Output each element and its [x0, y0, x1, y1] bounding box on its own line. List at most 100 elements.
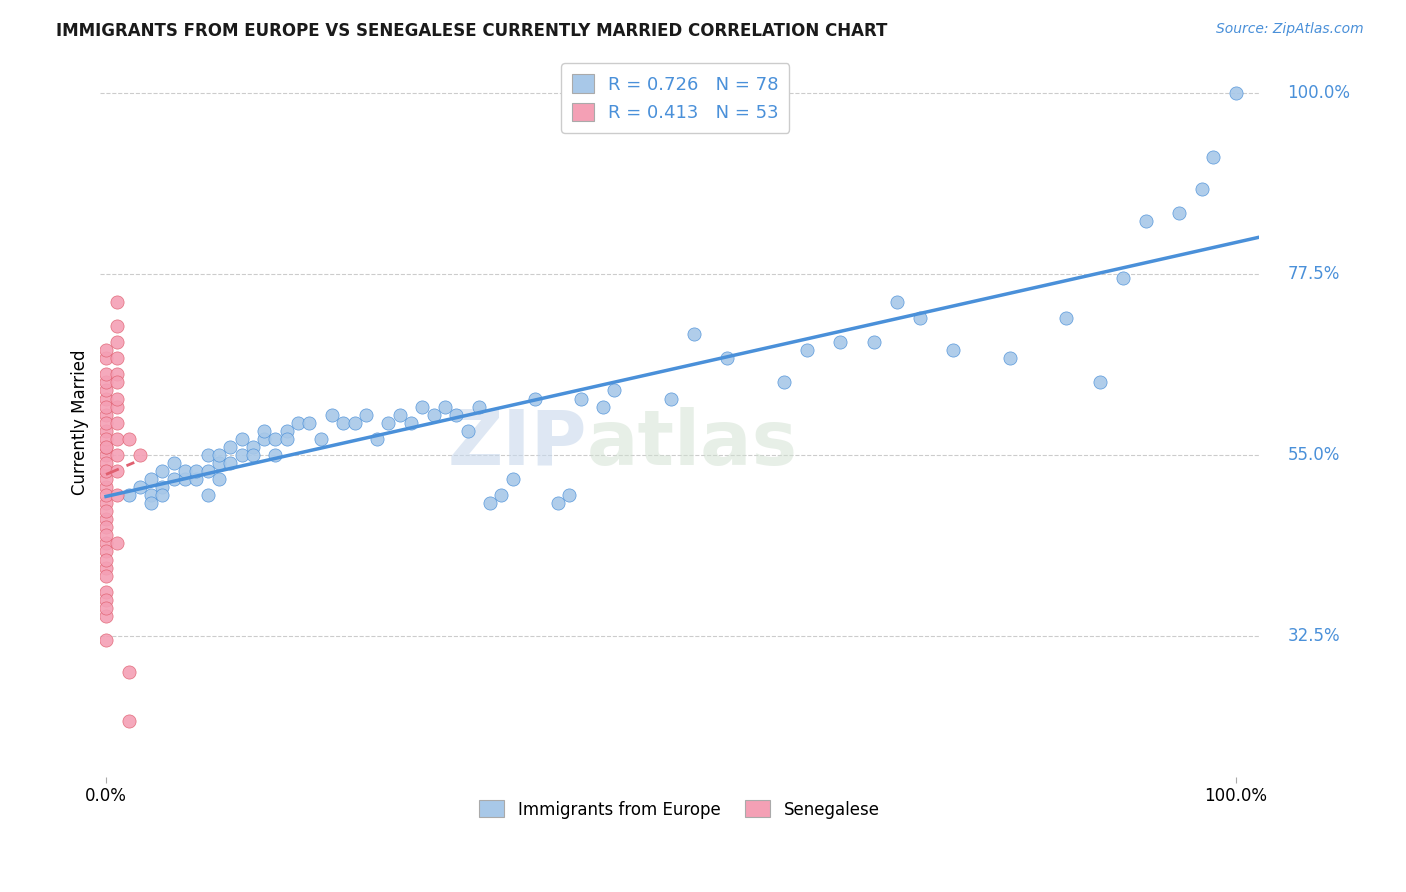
Point [141, 488, 163, 502]
Point [1225, 86, 1247, 100]
Point [231, 432, 253, 446]
Point [366, 432, 388, 446]
Text: 100.0%: 100.0% [1288, 84, 1351, 102]
Point [388, 408, 411, 422]
Point [796, 343, 818, 358]
Point [141, 496, 163, 510]
Point [569, 392, 592, 406]
Point [94, 488, 117, 502]
Point [208, 448, 231, 462]
Point [94, 351, 117, 366]
Point [94, 472, 117, 486]
Y-axis label: Currently Married: Currently Married [72, 350, 89, 495]
Point [863, 335, 886, 350]
Point [1191, 182, 1213, 196]
Point [998, 351, 1021, 366]
Point [94, 520, 117, 534]
Point [94, 424, 117, 438]
Point [174, 464, 197, 478]
Text: Source: ZipAtlas.com: Source: ZipAtlas.com [1216, 22, 1364, 37]
Text: IMMIGRANTS FROM EUROPE VS SENEGALESE CURRENTLY MARRIED CORRELATION CHART: IMMIGRANTS FROM EUROPE VS SENEGALESE CUR… [56, 22, 887, 40]
Point [152, 464, 174, 478]
Point [219, 440, 242, 454]
Point [105, 335, 128, 350]
Point [117, 665, 139, 680]
Point [1168, 206, 1191, 220]
Point [94, 536, 117, 550]
Point [253, 424, 276, 438]
Point [446, 408, 468, 422]
Point [479, 496, 502, 510]
Point [287, 416, 309, 430]
Point [1090, 376, 1112, 390]
Point [942, 343, 965, 358]
Point [94, 440, 117, 454]
Point [117, 432, 139, 446]
Point [197, 464, 219, 478]
Point [105, 464, 128, 478]
Point [94, 400, 117, 414]
Point [502, 472, 524, 486]
Point [1202, 150, 1225, 164]
Point [94, 376, 117, 390]
Point [94, 608, 117, 623]
Point [105, 368, 128, 382]
Point [242, 448, 264, 462]
Point [94, 464, 117, 478]
Point [105, 351, 128, 366]
Point [94, 456, 117, 470]
Point [208, 456, 231, 470]
Point [276, 432, 298, 446]
Point [716, 351, 738, 366]
Point [105, 295, 128, 310]
Point [659, 392, 682, 406]
Point [94, 512, 117, 526]
Point [886, 295, 908, 310]
Point [94, 384, 117, 398]
Point [547, 496, 569, 510]
Point [219, 456, 242, 470]
Point [354, 408, 377, 422]
Point [186, 472, 208, 486]
Point [253, 432, 276, 446]
Point [197, 448, 219, 462]
Point [186, 464, 208, 478]
Point [1112, 270, 1135, 285]
Point [94, 343, 117, 358]
Point [105, 448, 128, 462]
Point [468, 400, 491, 414]
Point [94, 416, 117, 430]
Point [94, 584, 117, 599]
Point [94, 600, 117, 615]
Point [298, 416, 321, 430]
Point [94, 432, 117, 446]
Point [603, 384, 626, 398]
Point [592, 400, 614, 414]
Point [129, 480, 152, 494]
Point [1056, 311, 1078, 326]
Point [411, 400, 433, 414]
Point [197, 488, 219, 502]
Point [174, 472, 197, 486]
Point [105, 319, 128, 334]
Point [94, 544, 117, 558]
Point [94, 392, 117, 406]
Point [208, 472, 231, 486]
Point [773, 376, 796, 390]
Point [264, 448, 287, 462]
Text: 55.0%: 55.0% [1288, 446, 1340, 464]
Point [830, 335, 852, 350]
Legend: Immigrants from Europe, Senegalese: Immigrants from Europe, Senegalese [472, 794, 886, 825]
Point [105, 416, 128, 430]
Point [399, 416, 422, 430]
Point [117, 488, 139, 502]
Point [152, 480, 174, 494]
Point [94, 592, 117, 607]
Point [94, 552, 117, 566]
Point [105, 392, 128, 406]
Point [309, 432, 332, 446]
Point [94, 568, 117, 582]
Point [152, 488, 174, 502]
Point [163, 472, 186, 486]
Point [908, 311, 931, 326]
